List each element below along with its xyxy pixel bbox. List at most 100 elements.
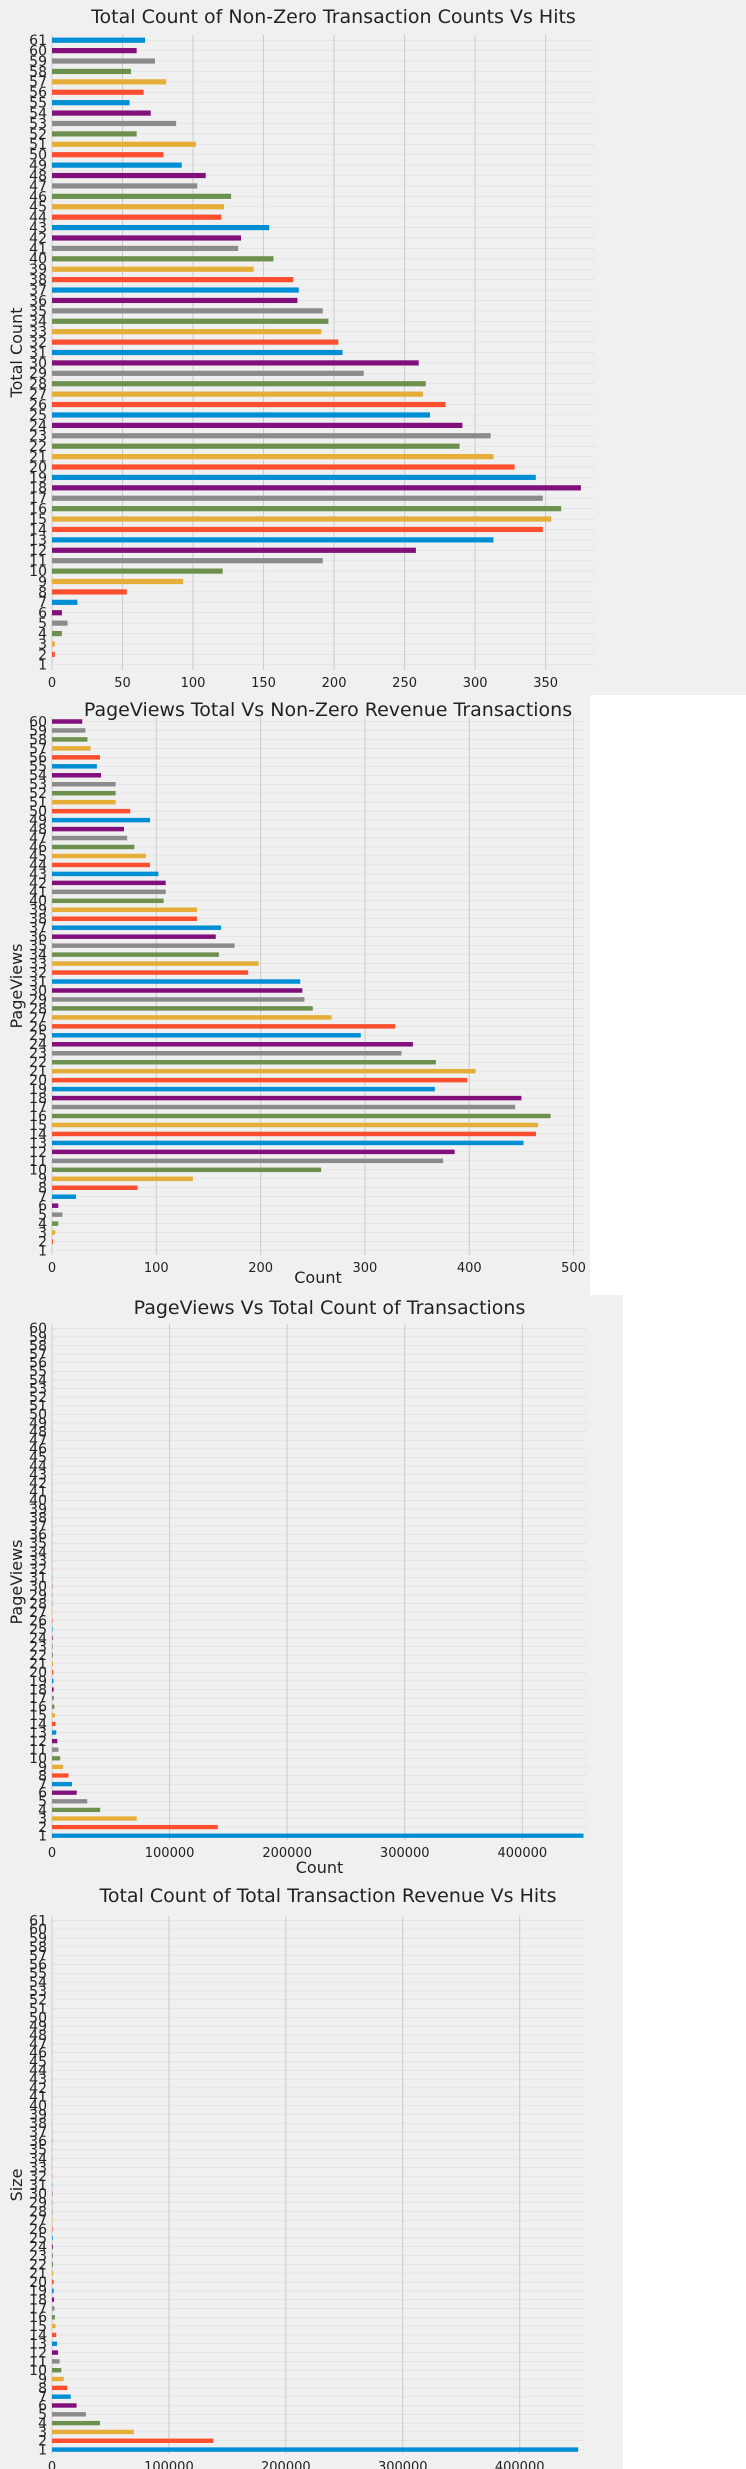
- y-tick-label: 24: [29, 1037, 47, 1053]
- y-tick-label: 48: [29, 2028, 47, 2044]
- x-tick-label: 500: [561, 1261, 586, 1276]
- bar: [52, 1194, 76, 1199]
- y-tick-label: 42: [29, 231, 47, 247]
- bar: [52, 245, 239, 252]
- bar: [52, 381, 426, 387]
- y-tick-label: 50: [29, 804, 47, 820]
- y-tick-label: 18: [29, 1091, 47, 1107]
- y-tick-label: 28: [29, 377, 47, 393]
- y-tick-label: 21: [29, 1064, 47, 1080]
- y-tick-label: 48: [29, 1424, 47, 1440]
- bar: [52, 464, 515, 470]
- bar: [52, 2315, 55, 2320]
- bar: [52, 1185, 138, 1190]
- y-tick-label: 56: [29, 750, 47, 766]
- x-tick-label: 400000: [495, 2460, 545, 2469]
- y-tick-label: 7: [38, 595, 47, 611]
- bar: [52, 2332, 57, 2338]
- y-tick-label: 61: [29, 1913, 47, 1929]
- y-tick-label: 16: [29, 1700, 47, 1716]
- bar: [52, 1033, 361, 1038]
- y-tick-label: 23: [29, 1046, 47, 1062]
- bar: [52, 89, 144, 95]
- y-tick-label: 10: [29, 564, 47, 580]
- y-tick-label: 18: [29, 481, 47, 497]
- bar: [52, 934, 216, 939]
- bar: [52, 2359, 60, 2364]
- y-tick-label: 29: [29, 992, 47, 1008]
- transaction-counts-vs-hits-chart: 0 50 100 150 200 250 300 3501234567891011121314…: [7, 6, 595, 691]
- y-tick-label: 25: [29, 408, 47, 424]
- y-tick-label: 1: [38, 2442, 47, 2458]
- y-tick-label: 59: [29, 54, 47, 70]
- bar: [52, 1113, 551, 1119]
- y-tick-label: 10: [29, 2363, 47, 2379]
- y-tick-label: 51: [29, 1399, 47, 1415]
- y-tick-label: 55: [29, 759, 47, 775]
- bar: [52, 1738, 58, 1744]
- y-tick-label: 3: [38, 637, 47, 653]
- y-tick-label: 19: [29, 2284, 47, 2300]
- bar: [52, 256, 274, 262]
- x-tick-label: 400: [457, 1261, 482, 1276]
- chart-title: Total Count of Total Transaction Revenue…: [98, 1885, 556, 1907]
- bar: [52, 889, 166, 895]
- y-tick-label: 6: [38, 606, 47, 622]
- bar: [52, 131, 137, 137]
- y-tick-label: 58: [29, 1940, 47, 1956]
- bar: [52, 495, 543, 501]
- bar: [52, 401, 446, 408]
- bar: [52, 773, 102, 778]
- y-tick-label: 12: [29, 1734, 47, 1750]
- y-tick-label: 18: [29, 1682, 47, 1698]
- y-tick-label: 61: [29, 33, 47, 49]
- y-tick-label: 60: [29, 44, 47, 60]
- bar: [52, 1131, 537, 1137]
- y-tick-label: 39: [29, 262, 47, 278]
- bar: [52, 214, 222, 220]
- y-tick-label: 37: [29, 921, 47, 937]
- bar: [52, 1086, 435, 1092]
- bar: [52, 204, 225, 210]
- y-tick-label: 36: [29, 2134, 47, 2150]
- y-tick-label: 6: [38, 1786, 47, 1802]
- bar: [52, 1764, 64, 1770]
- bar: [52, 1695, 54, 1701]
- y-tick-label: 33: [29, 325, 47, 341]
- y-tick-label: 56: [29, 1356, 47, 1372]
- bar: [52, 2447, 579, 2452]
- y-tick-label: 37: [29, 283, 47, 299]
- y-tick-label: 50: [29, 148, 47, 164]
- y-tick-label: 14: [29, 1127, 47, 1143]
- y-tick-label: 24: [29, 2240, 47, 2256]
- y-tick-label: 20: [29, 1073, 47, 1089]
- y-tick-label: 47: [29, 1433, 47, 1449]
- bar: [52, 318, 329, 324]
- y-tick-label: 60: [29, 1922, 47, 1938]
- y-tick-label: 30: [29, 2187, 47, 2203]
- y-tick-label: 40: [29, 894, 47, 910]
- x-tick-label: 200000: [261, 2460, 311, 2469]
- bar: [52, 641, 55, 647]
- bar: [52, 817, 151, 823]
- bar: [52, 1167, 322, 1173]
- y-tick-label: 6: [38, 2398, 47, 2414]
- y-tick-label: 20: [29, 1665, 47, 1681]
- bar: [52, 183, 198, 189]
- y-tick-label: 34: [29, 314, 47, 330]
- y-tick-label: 50: [29, 1407, 47, 1423]
- bar: [52, 558, 323, 564]
- y-tick-label: 30: [29, 983, 47, 999]
- bar: [52, 1015, 332, 1020]
- y-tick-label: 53: [29, 777, 47, 793]
- x-tick-label: 300000: [380, 1846, 430, 1861]
- x-tick-label: 200000: [262, 1846, 312, 1861]
- y-tick-label: 29: [29, 1588, 47, 1604]
- bar: [52, 1239, 54, 1244]
- bar: [52, 339, 339, 345]
- y-tick-label: 20: [29, 2275, 47, 2291]
- bar: [52, 1006, 313, 1011]
- y-tick-label: 46: [29, 1442, 47, 1458]
- y-tick-label: 16: [29, 1109, 47, 1125]
- bar: [52, 412, 430, 418]
